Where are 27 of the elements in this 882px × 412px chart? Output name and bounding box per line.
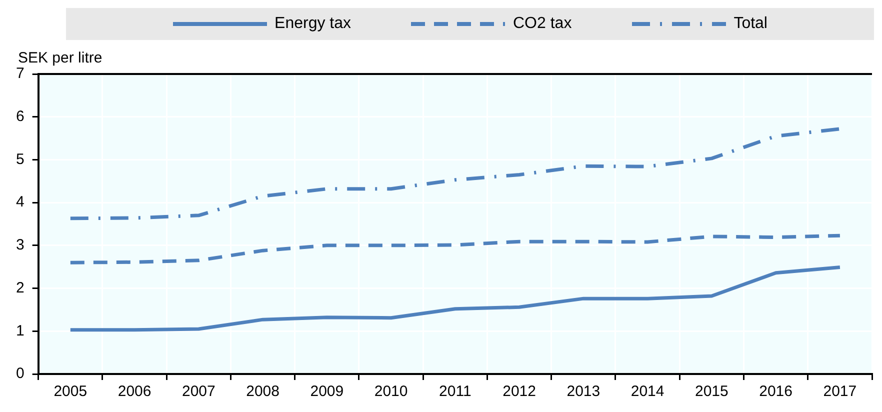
line-series	[68, 234, 842, 264]
line-series	[68, 127, 842, 220]
legend-label: Total	[734, 15, 768, 33]
y-tick-label: 3	[16, 236, 24, 254]
legend-label: CO2 tax	[513, 15, 572, 33]
x-tick-label: 2006	[118, 383, 152, 400]
x-tick-label: 2005	[54, 383, 88, 400]
x-tick-label: 2010	[374, 383, 408, 400]
x-tick-label: 2012	[502, 383, 536, 400]
x-tick-label: 2013	[566, 383, 600, 400]
y-tick-label: 5	[16, 150, 24, 168]
x-tick-label: 2016	[759, 383, 792, 400]
y-tick-label: 7	[16, 65, 24, 82]
y-tick-label: 2	[16, 279, 24, 296]
x-tick-label: 2011	[439, 383, 472, 400]
y-tick-label: 1	[16, 322, 24, 340]
legend-label: Energy tax	[274, 15, 351, 33]
x-tick-label: 2007	[182, 383, 216, 400]
x-tick-label: 2008	[246, 383, 280, 400]
y-tick-label: 0	[16, 365, 24, 382]
y-axis-title: SEK per litre	[18, 50, 102, 67]
y-tick-label: 6	[16, 108, 24, 125]
y-tick-label: 4	[16, 194, 24, 211]
x-tick-label: 2017	[823, 383, 857, 400]
x-tick-label: 2009	[310, 383, 344, 400]
x-tick-label: 2015	[694, 383, 728, 400]
x-tick-label: 2014	[630, 383, 664, 400]
